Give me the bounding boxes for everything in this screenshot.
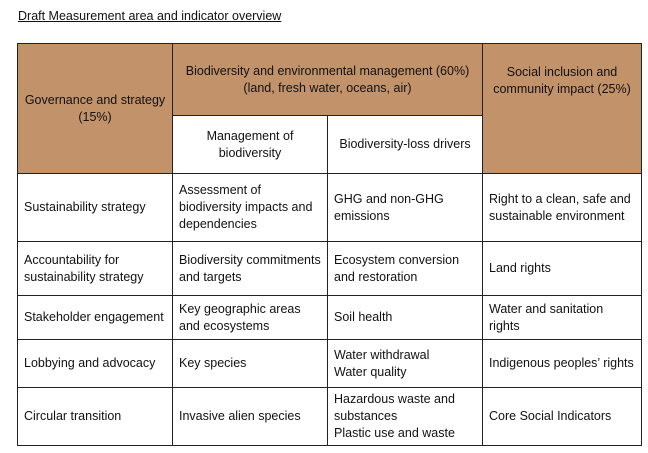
document-title: Draft Measurement area and indicator ove… xyxy=(18,9,282,23)
drivers-cell: Ecosystem conversion and restoration xyxy=(327,241,483,296)
governance-cell: Stakeholder engagement xyxy=(17,295,173,340)
table-row: Accountability for sustainability strate… xyxy=(17,241,642,296)
driver-item: Water withdrawal xyxy=(334,347,430,362)
driver-item: Soil health xyxy=(334,310,393,324)
subheader-management: Management of biodiversity xyxy=(172,115,328,174)
table-row: Sustainability strategy Assessment of bi… xyxy=(17,173,642,242)
management-cell: Key geographic areas and ecosystems xyxy=(172,295,328,340)
header-governance: Governance and strategy (15%) xyxy=(17,43,173,174)
header-social: Social inclusion and community impact (2… xyxy=(482,43,642,174)
table-row: Stakeholder engagement Key geographic ar… xyxy=(17,295,642,340)
drivers-cell: GHG and non-GHG emissions xyxy=(327,173,483,242)
subheader-row: Management of biodiversity Biodiversity-… xyxy=(18,115,642,174)
driver-item: Ecosystem conversion and restoration xyxy=(334,252,460,284)
governance-cell: Lobbying and advocacy xyxy=(17,339,173,388)
drivers-cell: Hazardous waste and substances Plastic u… xyxy=(327,387,483,446)
management-cell: Biodiversity commitments and targets xyxy=(172,241,328,296)
management-cell: Invasive alien species xyxy=(172,387,328,446)
indicator-overview-table: Governance and strategy (15%) Biodiversi… xyxy=(17,43,642,446)
social-cell: Land rights xyxy=(482,241,642,296)
driver-item: Water quality xyxy=(334,364,407,379)
header-biodiversity: Biodiversity and environmental managemen… xyxy=(172,43,483,116)
driver-item: Hazardous waste and substances xyxy=(334,392,455,423)
subheader-drivers: Biodiversity-loss drivers xyxy=(327,115,483,174)
drivers-cell: Soil health xyxy=(327,295,483,340)
social-cell: Water and sanitation rights xyxy=(482,295,642,340)
drivers-cell: Water withdrawal Water quality xyxy=(327,339,483,388)
social-cell: Core Social Indicators xyxy=(482,387,642,446)
governance-cell: Accountability for sustainability strate… xyxy=(17,241,173,296)
driver-item: GHG and non-GHG emissions xyxy=(334,191,444,223)
header-row: Governance and strategy (15%) Biodiversi… xyxy=(17,43,642,174)
governance-cell: Circular transition xyxy=(17,387,173,446)
table-row: Circular transition Invasive alien speci… xyxy=(17,387,642,446)
management-cell: Key species xyxy=(172,339,328,388)
social-cell: Right to a clean, safe and sustainable e… xyxy=(482,173,642,242)
governance-cell: Sustainability strategy xyxy=(17,173,173,242)
management-cell: Assessment of biodiversity impacts and d… xyxy=(172,173,328,242)
driver-item: Plastic use and waste xyxy=(334,426,455,440)
table-row: Lobbying and advocacy Key species Water … xyxy=(17,339,642,388)
social-cell: Indigenous peoples’ rights xyxy=(482,339,642,388)
